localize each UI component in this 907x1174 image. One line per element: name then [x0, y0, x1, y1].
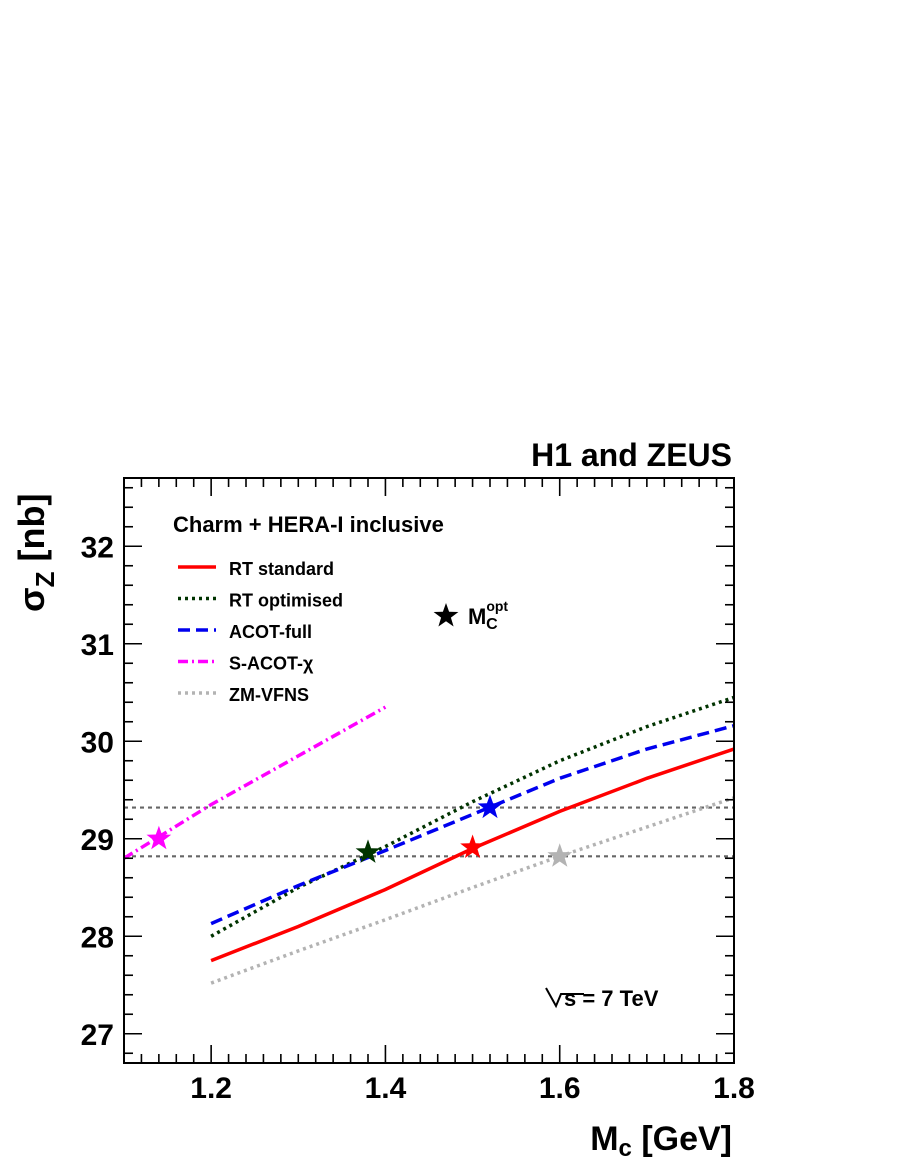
plot-frame	[123, 477, 735, 1064]
legend-label-2: ACOT-full	[229, 622, 312, 642]
y-axis-label-sub: Z	[30, 571, 60, 587]
star-legend-label: Mopt C	[468, 598, 508, 633]
optimum-star-4	[547, 843, 573, 867]
y-tick-label: 27	[81, 1019, 114, 1052]
y-axis-label-main: σ	[11, 587, 52, 612]
y-tick-label: 31	[81, 629, 114, 662]
energy-annotation-text: s = 7 TeV	[564, 986, 659, 1011]
optimum-star-2	[477, 794, 503, 819]
x-axis-label-unit: [GeV]	[632, 1120, 732, 1158]
optimum-star-1	[355, 839, 381, 863]
legend-label-0: RT standard	[229, 559, 334, 579]
x-tick-label: 1.6	[539, 1072, 581, 1105]
x-axis-label-sub: c	[619, 1135, 632, 1162]
x-tick-label: 1.8	[713, 1072, 755, 1105]
reference-lines	[124, 806, 734, 858]
sqrt-symbol	[545, 987, 584, 1009]
x-axis-label: Mc [GeV]	[590, 1120, 732, 1162]
x-tick-label: 1.2	[190, 1072, 232, 1105]
y-axis-label-unit: [nb]	[11, 494, 52, 572]
series-lines	[124, 695, 734, 985]
optimum-star-3	[146, 825, 172, 850]
legend-label-3: S-ACOT-χ	[229, 654, 314, 674]
star-legend-main: M	[468, 604, 486, 629]
y-tick-label: 30	[81, 726, 114, 759]
optimum-star-0	[460, 834, 485, 858]
star-legend-icon	[433, 603, 459, 627]
y-tick-label: 28	[81, 921, 114, 954]
chart-title: H1 and ZEUS	[531, 437, 732, 473]
optimum-markers	[146, 794, 573, 867]
star-legend-sup: opt	[486, 598, 508, 614]
x-axis-label-main: M	[590, 1120, 618, 1158]
y-axis-label: σZ [nb]	[11, 494, 60, 613]
axis-tick-labels: 1.2 1.4 1.6 1.8 27 28 29 30 31 32	[81, 531, 755, 1105]
legend-label-4: ZM-VFNS	[229, 685, 309, 705]
series-line-0	[210, 747, 734, 963]
legend-label-1: RT optimised	[229, 591, 343, 611]
y-tick-label: 29	[81, 824, 114, 857]
chart-subtitle: Charm + HERA-I inclusive	[173, 512, 444, 537]
y-tick-label: 32	[81, 531, 114, 564]
star-legend: Mopt C	[433, 598, 508, 633]
series-line-1	[210, 695, 734, 938]
series-line-4	[210, 796, 734, 985]
energy-annotation: s = 7 TeV	[545, 986, 659, 1011]
star-legend-sub: C	[486, 616, 498, 633]
legend: RT standard RT optimised ACOT-full S-ACOT-χ…	[178, 559, 343, 705]
series-line-2	[210, 724, 734, 926]
x-tick-label: 1.4	[365, 1072, 407, 1105]
